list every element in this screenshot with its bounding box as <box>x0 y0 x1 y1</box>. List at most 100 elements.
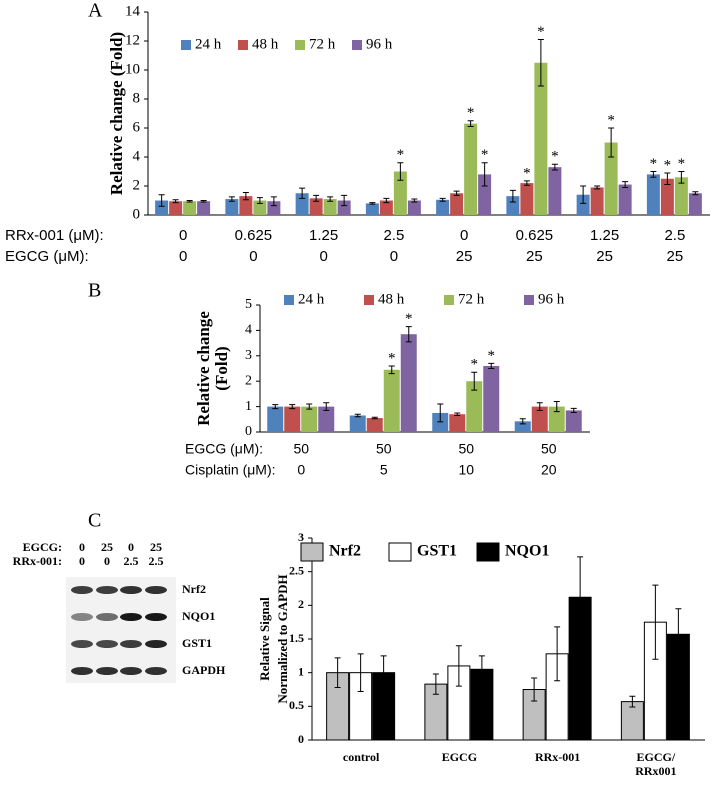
significance-mark: * <box>537 24 545 40</box>
y-tick-label: 3 <box>245 348 252 363</box>
error-bar <box>652 584 659 660</box>
bar <box>436 199 450 215</box>
bar <box>349 415 366 432</box>
error-bar <box>622 181 629 188</box>
y-tick-label: 10 <box>125 61 140 77</box>
bar <box>483 365 500 432</box>
error-bar <box>467 120 474 128</box>
error-bar <box>228 196 235 202</box>
x-tick-label: 5 <box>380 462 388 478</box>
x-tick-label: 0 <box>249 248 257 265</box>
x-tick-label: 25 <box>526 248 543 265</box>
x-tick-label: 0 <box>297 462 305 478</box>
y-tick-label: 1 <box>245 399 252 414</box>
legend-swatch <box>388 542 412 562</box>
bar <box>534 62 548 215</box>
error-bar <box>299 187 306 199</box>
error-bar <box>334 657 341 688</box>
error-bar <box>323 402 330 411</box>
bar <box>618 184 632 215</box>
significance-mark: * <box>467 105 475 121</box>
bar <box>407 200 421 215</box>
y-axis-title: Relative change <box>194 311 213 426</box>
bar <box>309 198 323 215</box>
y-tick-label: 2 <box>245 373 252 388</box>
blot-band <box>96 667 118 675</box>
error-bar <box>478 655 485 684</box>
significance-mark: * <box>405 311 413 327</box>
category-row-label: EGCG (μM): <box>185 441 263 457</box>
y-tick-label: 4 <box>245 323 252 338</box>
y-tick-label: 0.5 <box>289 698 304 712</box>
significance-mark: * <box>523 165 531 181</box>
legend-label: 48 h <box>378 291 405 307</box>
bar <box>466 381 483 432</box>
blot-band-label: NQO1 <box>182 609 215 623</box>
error-bar <box>509 189 516 203</box>
bar <box>646 174 660 215</box>
y-tick-label: 0 <box>298 732 304 746</box>
bar <box>531 406 548 432</box>
significance-mark: * <box>650 156 658 172</box>
legend-swatch <box>284 295 294 305</box>
y-tick-label: 3 <box>298 530 304 544</box>
blot-band <box>96 586 118 594</box>
y-tick-label: 1.5 <box>289 631 304 645</box>
legend-label: 72 h <box>458 291 485 307</box>
y-tick-label: 4 <box>133 148 141 164</box>
blot-band <box>120 640 142 648</box>
blot-band-label: Nrf2 <box>182 582 206 596</box>
bar <box>267 201 281 215</box>
error-bar <box>570 407 577 413</box>
y-tick-label: 14 <box>125 3 141 19</box>
blot-band <box>96 640 118 648</box>
blot-background <box>66 577 176 683</box>
error-bar <box>341 194 348 207</box>
blot-band <box>120 613 142 621</box>
error-bar <box>536 402 543 411</box>
error-bar <box>270 196 277 207</box>
error-bar <box>553 401 560 413</box>
significance-mark: * <box>664 157 672 173</box>
bar <box>169 201 183 215</box>
blot-band <box>71 586 93 594</box>
error-bar <box>692 191 699 196</box>
error-bar <box>411 198 418 203</box>
bar <box>449 414 466 432</box>
significance-mark: * <box>481 147 489 163</box>
legend-swatch <box>352 40 362 50</box>
x-tick-label: 1.25 <box>309 227 338 244</box>
error-bar <box>664 172 671 186</box>
error-bar <box>158 194 165 207</box>
bar <box>197 201 211 215</box>
category-row-label: RRx-001 (μM): <box>5 227 104 244</box>
bar <box>576 194 590 215</box>
significance-mark: * <box>388 350 396 366</box>
blot-band <box>71 667 93 675</box>
blot-band <box>145 586 167 594</box>
bar <box>239 196 253 215</box>
x-tick-label: RRx001 <box>635 764 676 778</box>
error-bar <box>242 192 249 201</box>
error-bar <box>453 190 460 196</box>
blot-band-label: GAPDH <box>182 663 226 677</box>
x-tick-label: 10 <box>458 462 474 478</box>
significance-mark: * <box>607 112 615 128</box>
blot-band <box>120 667 142 675</box>
blot-band-label: GST1 <box>182 636 212 650</box>
significance-mark: * <box>678 156 686 172</box>
blot-lane-label: 25 <box>150 540 162 554</box>
bar <box>366 418 383 432</box>
error-bar <box>471 371 478 391</box>
x-tick-label: 50 <box>458 441 474 457</box>
legend-swatch <box>300 542 324 562</box>
error-bar <box>256 197 263 204</box>
category-row-label: EGCG (μM): <box>5 248 89 265</box>
error-bar <box>594 185 601 190</box>
x-tick-label: 0 <box>390 248 398 265</box>
x-tick-label: RRx-001 <box>535 750 580 764</box>
x-tick-label: 25 <box>456 248 473 265</box>
bar <box>478 174 492 215</box>
x-tick-label: 1.25 <box>590 227 619 244</box>
